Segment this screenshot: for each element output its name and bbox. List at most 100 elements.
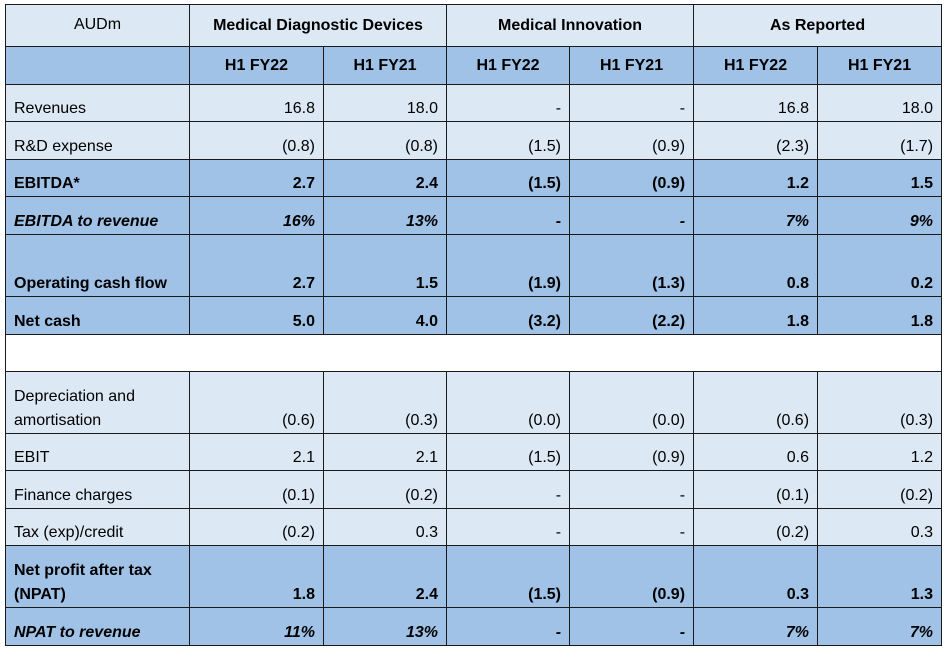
period-header-row: H1 FY22 H1 FY21 H1 FY22 H1 FY21 H1 FY22 …: [5, 46, 943, 85]
cell-value: 9%: [817, 196, 943, 235]
cell-value: 2.4: [322, 545, 448, 608]
cell-value: 1.2: [693, 159, 819, 197]
period-header: H1 FY21: [569, 46, 695, 85]
cell-value: (0.2): [693, 508, 819, 546]
table-row-ebitda-to-revenue: EBITDA to revenue 16% 13% - - 7% 9%: [5, 196, 943, 235]
cell-value: (0.9): [569, 545, 695, 608]
cell-value: 18.0: [817, 84, 943, 122]
cell-value: 0.3: [322, 508, 448, 546]
cell-value: (2.3): [693, 121, 819, 160]
cell-value: (0.3): [322, 371, 448, 434]
cell-value: (0.1): [189, 470, 324, 509]
cell-value: (1.5): [446, 159, 571, 197]
cell-value: -: [569, 607, 695, 646]
period-header: H1 FY22: [693, 46, 819, 85]
cell-value: (0.6): [693, 371, 819, 434]
cell-value: (0.0): [446, 371, 571, 434]
spacer-row: [4, 334, 943, 372]
cell-value: 2.7: [189, 234, 324, 297]
table-row-finance-charges: Finance charges (0.1) (0.2) - - (0.1) (0…: [5, 470, 943, 509]
cell-value: 0.8: [693, 234, 819, 297]
cell-value: (0.2): [322, 470, 448, 509]
period-header: H1 FY21: [817, 46, 943, 85]
cell-value: 0.6: [693, 433, 819, 471]
cell-value: -: [569, 508, 695, 546]
row-label: R&D expense: [5, 121, 190, 160]
cell-value: (0.2): [189, 508, 324, 546]
cell-value: 18.0: [322, 84, 448, 122]
cell-value: -: [569, 84, 695, 122]
cell-value: (0.9): [569, 121, 695, 160]
cell-value: 1.5: [817, 159, 943, 197]
cell-value: (1.9): [446, 234, 571, 297]
cell-value: (0.8): [322, 121, 448, 160]
financial-summary-table: AUDm Medical Diagnostic Devices Medical …: [4, 4, 943, 646]
cell-value: 16.8: [693, 84, 819, 122]
cell-value: 2.7: [189, 159, 324, 197]
group-header-row: AUDm Medical Diagnostic Devices Medical …: [5, 4, 943, 47]
cell-value: 16%: [189, 196, 324, 235]
group-header-as-reported: As Reported: [693, 4, 943, 47]
table-row-npat-to-revenue: NPAT to revenue 11% 13% - - 7% 7%: [5, 607, 943, 646]
cell-value: 1.5: [322, 234, 448, 297]
cell-value: -: [569, 196, 695, 235]
row-label: EBITDA*: [5, 159, 190, 197]
cell-value: 1.8: [817, 296, 943, 335]
cell-value: 1.8: [189, 545, 324, 608]
row-label: Finance charges: [5, 470, 190, 509]
cell-value: (0.0): [569, 371, 695, 434]
cell-value: 13%: [322, 196, 448, 235]
table-row-depreciation-amortisation: Depreciation and amortisation (0.6) (0.3…: [5, 371, 943, 434]
cell-value: 0.2: [817, 234, 943, 297]
cell-value: (1.7): [817, 121, 943, 160]
cell-value: 2.1: [189, 433, 324, 471]
corner-label: AUDm: [5, 4, 190, 47]
cell-value: (1.5): [446, 433, 571, 471]
cell-value: -: [446, 607, 571, 646]
table-row-ebit: EBIT 2.1 2.1 (1.5) (0.9) 0.6 1.2: [5, 433, 943, 471]
cell-value: (1.3): [569, 234, 695, 297]
cell-value: -: [569, 470, 695, 509]
spacer-cell: [4, 334, 943, 372]
group-header-medical-innovation: Medical Innovation: [446, 4, 695, 47]
cell-value: 7%: [693, 607, 819, 646]
cell-value: (2.2): [569, 296, 695, 335]
cell-value: -: [446, 470, 571, 509]
group-header-medical-diagnostic-devices: Medical Diagnostic Devices: [188, 4, 448, 47]
cell-value: 11%: [189, 607, 324, 646]
cell-value: 1.3: [817, 545, 943, 608]
period-header-blank: [5, 46, 190, 85]
cell-value: (0.9): [569, 433, 695, 471]
row-label: Net cash: [5, 296, 190, 335]
cell-value: (1.5): [446, 121, 571, 160]
cell-value: 1.8: [693, 296, 819, 335]
cell-value: 0.3: [817, 508, 943, 546]
cell-value: 16.8: [189, 84, 324, 122]
table-row-ebitda: EBITDA* 2.7 2.4 (1.5) (0.9) 1.2 1.5: [5, 159, 943, 197]
table-row-tax: Tax (exp)/credit (0.2) 0.3 - - (0.2) 0.3: [5, 508, 943, 546]
cell-value: 4.0: [322, 296, 448, 335]
table-row-operating-cash-flow: Operating cash flow 2.7 1.5 (1.9) (1.3) …: [5, 234, 943, 297]
cell-value: 2.1: [322, 433, 448, 471]
cell-value: (0.9): [569, 159, 695, 197]
row-label: Net profit after tax (NPAT): [5, 545, 190, 608]
cell-value: 7%: [693, 196, 819, 235]
cell-value: (1.5): [446, 545, 571, 608]
row-label: EBIT: [5, 433, 190, 471]
cell-value: (0.2): [817, 470, 943, 509]
cell-value: 0.3: [693, 545, 819, 608]
row-label: EBITDA to revenue: [5, 196, 190, 235]
period-header: H1 FY22: [446, 46, 571, 85]
cell-value: 7%: [817, 607, 943, 646]
row-label: Tax (exp)/credit: [5, 508, 190, 546]
row-label: Revenues: [5, 84, 190, 122]
row-label: NPAT to revenue: [5, 607, 190, 646]
cell-value: (0.6): [189, 371, 324, 434]
cell-value: (0.3): [817, 371, 943, 434]
table-row-revenues: Revenues 16.8 18.0 - - 16.8 18.0: [5, 84, 943, 122]
cell-value: -: [446, 84, 571, 122]
cell-value: 13%: [322, 607, 448, 646]
period-header: H1 FY21: [322, 46, 448, 85]
row-label: Operating cash flow: [5, 234, 190, 297]
cell-value: 5.0: [189, 296, 324, 335]
